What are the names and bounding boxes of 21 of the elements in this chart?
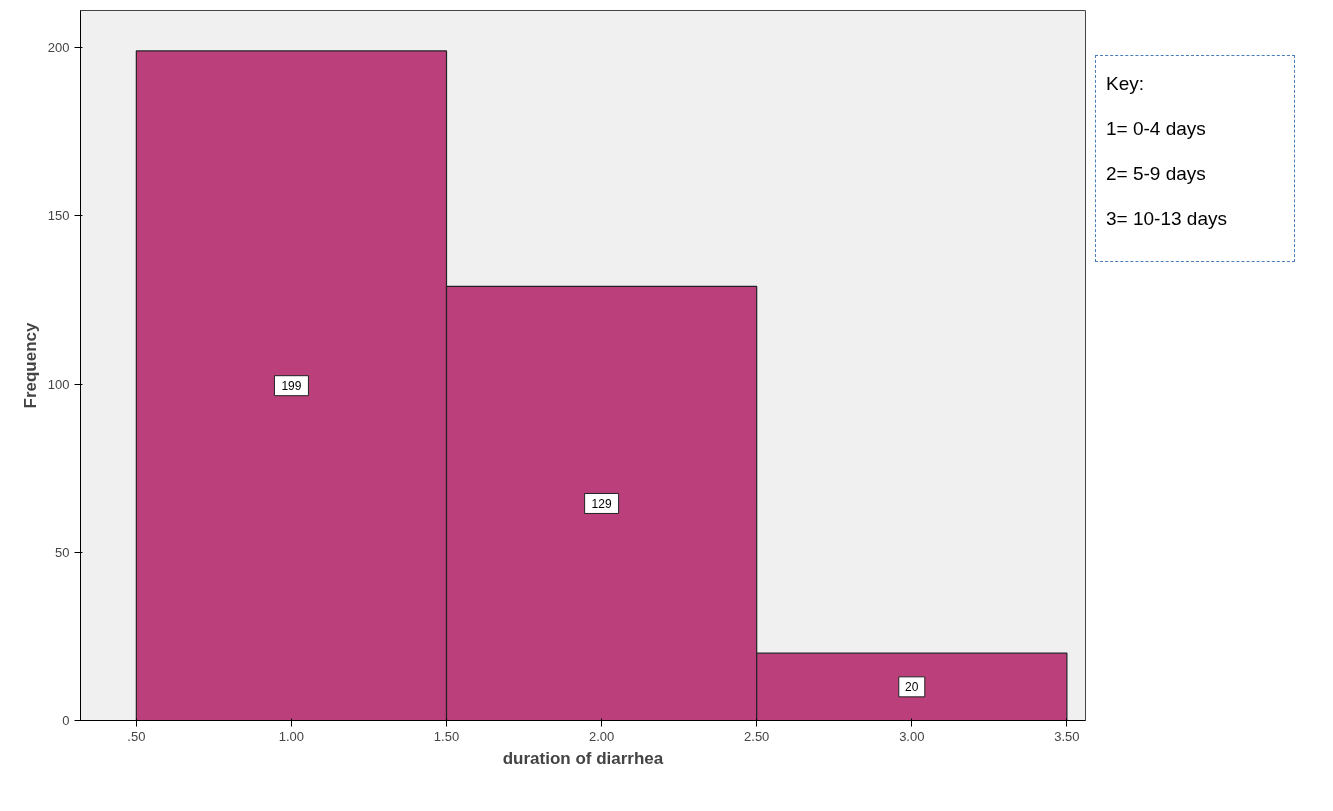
y-tick-label: 100 <box>47 376 70 392</box>
x-tick-label: .50 <box>127 728 146 744</box>
x-tick-label: 3.50 <box>1054 728 1080 744</box>
x-axis-title: duration of diarrhea <box>502 748 664 768</box>
y-tick-label: 150 <box>47 208 70 224</box>
y-axis-title: Frequency <box>20 321 40 409</box>
y-tick-label: 200 <box>47 40 70 56</box>
x-tick-label: 2.50 <box>744 728 770 744</box>
data-label: 129 <box>591 496 612 511</box>
x-tick-label: 3.00 <box>899 728 925 744</box>
text: 1= 0-4 days <box>1106 117 1207 142</box>
text: 2= 5-9 days <box>1106 162 1207 187</box>
x-tick-label: 1.50 <box>433 728 460 744</box>
text: Key: <box>1106 72 1146 96</box>
y-tick-label: 0 <box>62 713 70 728</box>
x-tick-label: 1.00 <box>278 728 305 744</box>
text: 3= 10-13 days <box>1106 207 1228 232</box>
y-tick-label: 50 <box>55 544 70 560</box>
x-tick-label: 2.00 <box>588 728 615 744</box>
data-label: 20 <box>905 680 919 695</box>
data-label: 199 <box>281 379 302 394</box>
